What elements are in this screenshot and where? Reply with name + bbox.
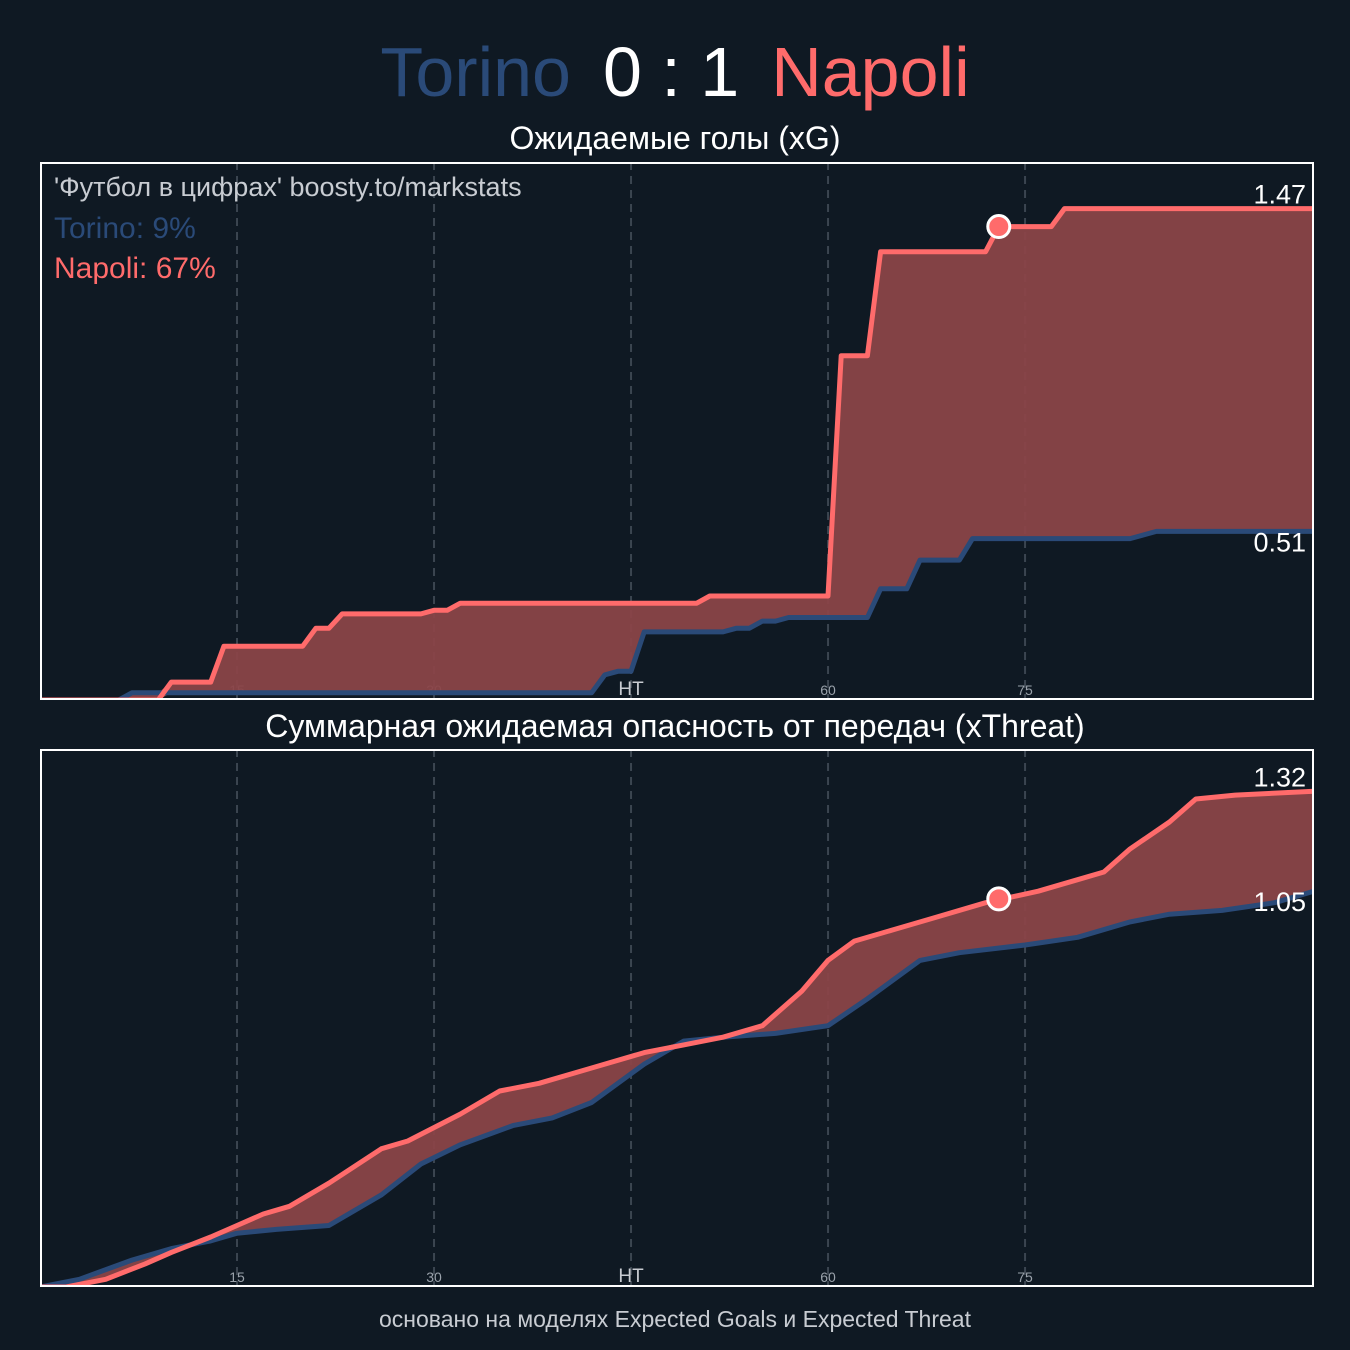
xg-x-tick-label: 75 (1017, 682, 1033, 698)
home-win-probability: Torino: 9% (54, 212, 196, 245)
xthreat-frame (40, 749, 1314, 1287)
xg-chart-title: Ожидаемые голы (xG) (509, 120, 841, 156)
xthreat-home-end-label: 1.05 (1253, 887, 1306, 917)
xthreat-svg: 15 30 HT 60 75 1.32 1.05 (40, 749, 1314, 1287)
xthreat-x-tick-label: 15 (229, 1269, 245, 1285)
match-score: 0 : 1 (602, 33, 740, 111)
xg-home-end-label: 0.51 (1253, 527, 1306, 557)
footer-note: основано на моделях Expected Goals и Exp… (379, 1306, 971, 1332)
xthreat-away-series-line (40, 788, 1314, 1287)
xg-home-series-line (40, 528, 1314, 700)
watermark-text: 'Футбол в цифрах' boosty.to/markstats (54, 172, 522, 202)
xthreat-goal-marker (986, 886, 1012, 912)
away-win-probability: Napoli: 67% (54, 252, 216, 285)
xthreat-difference-area (40, 791, 1314, 1287)
xthreat-x-tick-label: 30 (426, 1269, 442, 1285)
xthreat-away-end-label: 1.32 (1253, 762, 1306, 792)
match-header: Torino 0 : 1 Napoli (0, 22, 1350, 122)
xthreat-chart: 15 30 HT 60 75 1.32 1.05 (40, 749, 1314, 1287)
xthreat-x-tick-label: 75 (1017, 1269, 1033, 1285)
xg-x-tick-label: HT (618, 679, 644, 700)
xg-goal-marker (986, 214, 1012, 240)
xg-frame (40, 162, 1314, 700)
xthreat-x-tick-label: HT (618, 1266, 644, 1287)
xg-x-tick-label: 60 (820, 682, 836, 698)
xthreat-home-series-line (40, 888, 1314, 1287)
home-team-name: Torino (380, 33, 571, 111)
away-team-name: Napoli (771, 33, 970, 111)
xthreat-x-tick-label: 60 (820, 1269, 836, 1285)
xg-difference-area (40, 208, 1314, 700)
xg-away-series-line (40, 206, 1314, 700)
xthreat-chart-title: Суммарная ожидаемая опасность от передач… (265, 708, 1085, 744)
xg-away-end-label: 1.47 (1253, 180, 1306, 210)
